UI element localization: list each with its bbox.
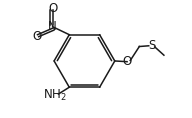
Text: S: S [148, 39, 155, 52]
Text: NH$_2$: NH$_2$ [43, 88, 67, 103]
Text: O: O [33, 30, 42, 43]
Text: O: O [122, 55, 132, 68]
Text: N: N [48, 20, 57, 33]
Text: O: O [48, 2, 57, 15]
